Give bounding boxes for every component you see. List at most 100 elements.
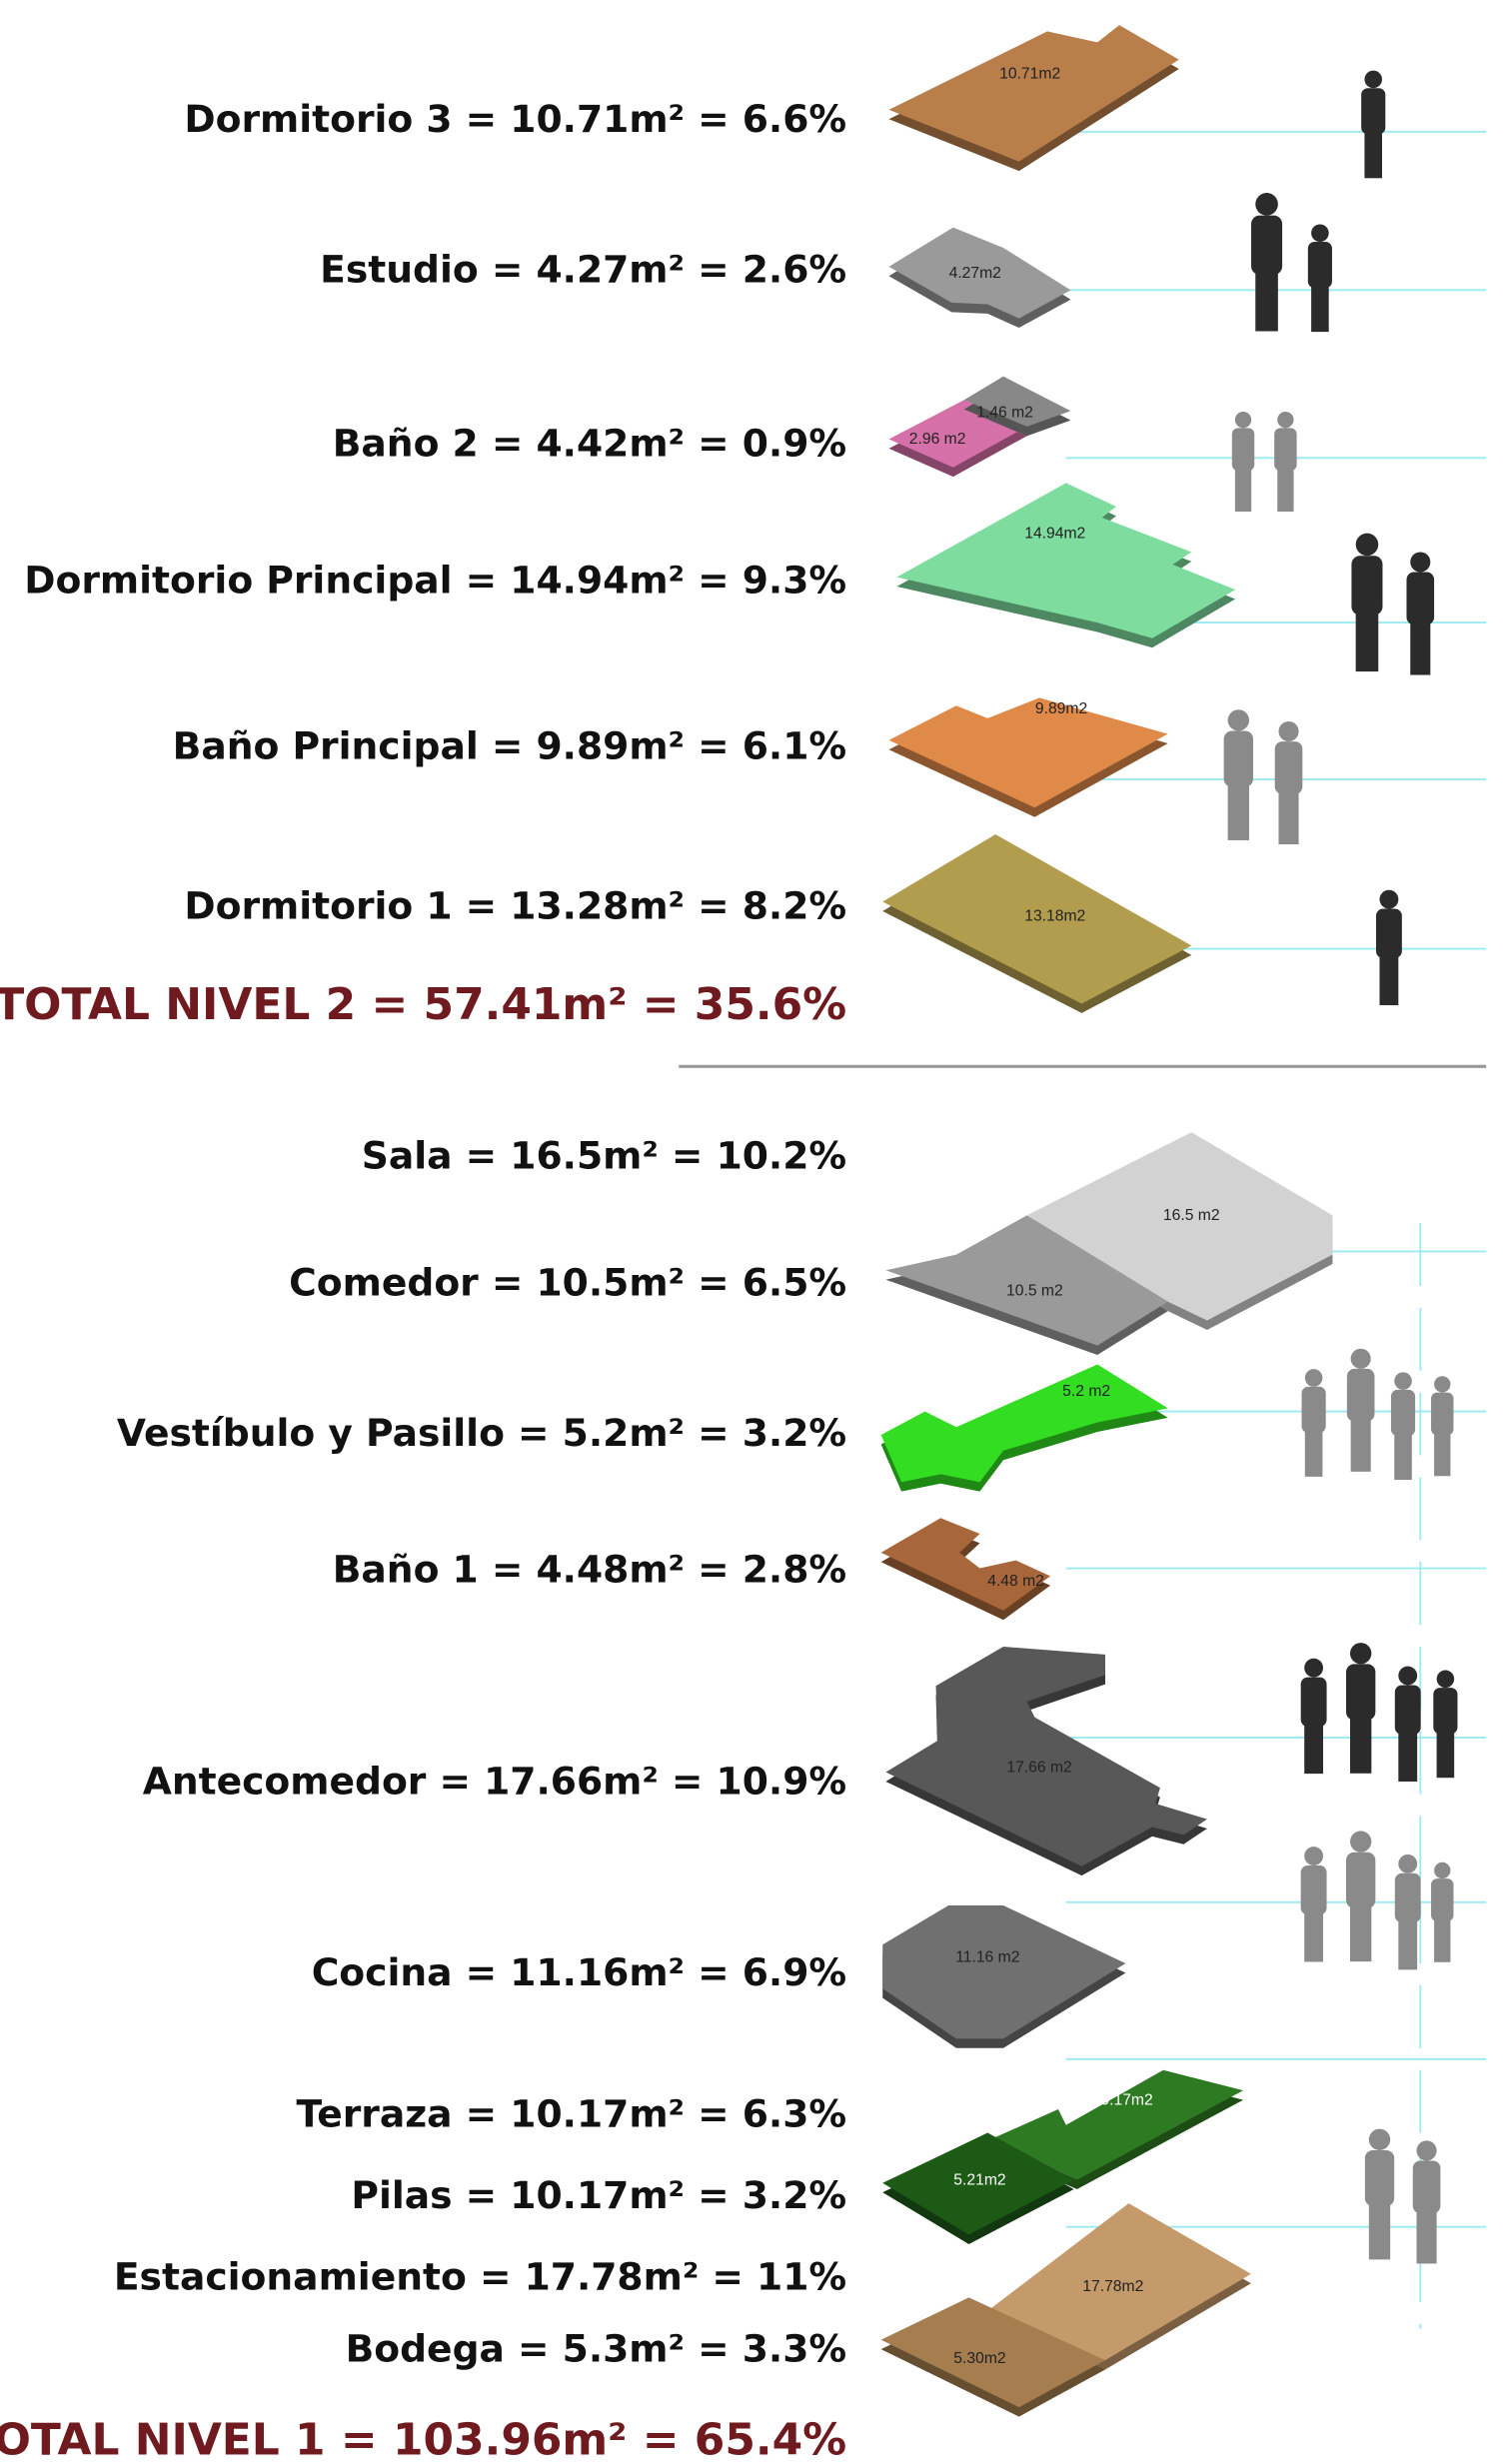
person-body (1346, 1851, 1376, 1908)
room-label: Dormitorio 3 = 10.71m² = 6.6% (184, 97, 846, 141)
person-head (1398, 1666, 1418, 1686)
person-body (1412, 2160, 1441, 2214)
person-head (1277, 411, 1294, 429)
person-head (1304, 1369, 1323, 1387)
person-head (1398, 1853, 1418, 1873)
floor-shapes: 10.71m2 4.27m2 2.96 m2 14.94m2 9.89m2 13.18m2… (880, 25, 1333, 2417)
person-body (1351, 556, 1383, 616)
person-head (1416, 2140, 1437, 2161)
total-label: TOTAL NIVEL 2 = 57.41m² = 35.6% (0, 979, 846, 1030)
person-body (1274, 741, 1303, 794)
area-tag: 1.46 m2 (976, 404, 1033, 421)
area-tag: 10.5 m2 (1006, 1282, 1063, 1299)
shape-top (963, 376, 1071, 427)
person-legs (1234, 469, 1252, 512)
shape-top (888, 227, 1071, 319)
room-label: Dormitorio 1 = 13.28m² = 8.2% (184, 884, 846, 928)
person-head (1350, 1643, 1372, 1665)
person-legs (1398, 1919, 1418, 1970)
area-tag: 17.66 m2 (1006, 1760, 1071, 1777)
area-tag: 4.48 m2 (987, 1573, 1044, 1590)
shape-top (880, 2297, 1105, 2408)
person-head (1355, 533, 1379, 557)
area-tag: 10.71m2 (999, 65, 1060, 82)
person-body (1301, 1386, 1326, 1433)
person-head (1350, 1348, 1371, 1369)
area-tag: 13.18m2 (1024, 907, 1085, 924)
people (1223, 70, 1458, 2264)
person-body (1223, 730, 1253, 787)
area-tag: 17.78m2 (1082, 2278, 1143, 2295)
shape-top (963, 2203, 1251, 2361)
person-head (1434, 1861, 1451, 1879)
shape-top (882, 833, 1192, 1004)
total-label: TOTAL NIVEL 1 = 103.96m² = 65.4% (0, 2414, 846, 2459)
person-legs (1368, 2203, 1391, 2260)
person-body (1231, 428, 1255, 472)
person-legs (1255, 272, 1278, 332)
person-body (1251, 215, 1283, 275)
person-head (1368, 2128, 1391, 2150)
room-label: Estudio = 4.27m² = 2.6% (320, 248, 846, 292)
person-head (1394, 1372, 1412, 1390)
room-label: Comedor = 10.5m² = 6.5% (289, 1260, 846, 1304)
room-label: Vestíbulo y Pasillo = 5.2m² = 3.2% (117, 1411, 846, 1455)
shape-top (987, 2069, 1244, 2180)
person-legs (1311, 285, 1329, 333)
person-body (1433, 1688, 1458, 1735)
person-legs (1278, 791, 1299, 845)
shape-top (880, 1518, 1051, 1611)
person-head (1304, 1847, 1324, 1865)
shape-top (888, 25, 1179, 162)
person-legs (1416, 2210, 1437, 2264)
shape-top (885, 1215, 1168, 1346)
person-legs (1304, 1912, 1324, 1962)
person-legs (1436, 1732, 1455, 1779)
labels: Dormitorio 3 = 10.71m² = 6.6% Estudio = 4… (0, 97, 847, 2464)
shape-top (885, 1646, 1207, 1866)
shape-top (1026, 1132, 1333, 1321)
person-legs (1379, 955, 1399, 1006)
person-body (1390, 1389, 1416, 1437)
person-legs (1304, 1724, 1324, 1775)
person-legs (1398, 1732, 1418, 1782)
person-body (1300, 1864, 1327, 1915)
room-label: Baño 1 = 4.48m² = 2.8% (333, 1548, 846, 1592)
area-tag: 5.2 m2 (1062, 1383, 1110, 1400)
person-head (1304, 1658, 1324, 1678)
room-label: Estacionamiento = 17.78m² = 11% (114, 2254, 846, 2298)
person-legs (1355, 612, 1379, 672)
area-tag: 4.27m2 (949, 265, 1001, 282)
area-tag: 2.96 m2 (909, 431, 966, 448)
person-head (1434, 1376, 1451, 1393)
person-head (1234, 411, 1252, 429)
area-tag: 5.21m2 (953, 2171, 1005, 2188)
person-body (1274, 428, 1297, 472)
area-tag: 5.30m2 (953, 2350, 1005, 2367)
person-body (1394, 1872, 1421, 1923)
room-label: Antecomedor = 17.66m² = 10.9% (143, 1760, 846, 1804)
person-legs (1410, 621, 1431, 675)
person-head (1311, 224, 1329, 243)
person-legs (1364, 132, 1383, 179)
person-body (1431, 1878, 1454, 1921)
room-label: Baño 2 = 4.42m² = 0.9% (333, 422, 846, 466)
area-tag: 11.16 m2 (955, 1948, 1019, 1965)
person-head (1278, 720, 1299, 742)
shape-top (882, 1904, 1126, 2039)
person-legs (1434, 1918, 1451, 1962)
room-label: Baño Principal = 9.89m² = 6.1% (173, 724, 846, 768)
shape-top (880, 1364, 1168, 1483)
room-label: Dormitorio Principal = 14.94m² = 9.3% (24, 558, 846, 602)
shape-top (882, 2132, 1074, 2235)
room-label: Sala = 16.5m² = 10.2% (362, 1133, 846, 1177)
person-head (1255, 193, 1278, 216)
person-body (1361, 88, 1386, 135)
room-label: Bodega = 5.3m² = 3.3% (346, 2327, 847, 2371)
person-head (1227, 709, 1249, 731)
person-head (1379, 889, 1399, 909)
person-head (1350, 1831, 1372, 1852)
person-body (1394, 1685, 1421, 1735)
person-legs (1350, 1419, 1371, 1472)
person-legs (1434, 1433, 1451, 1477)
